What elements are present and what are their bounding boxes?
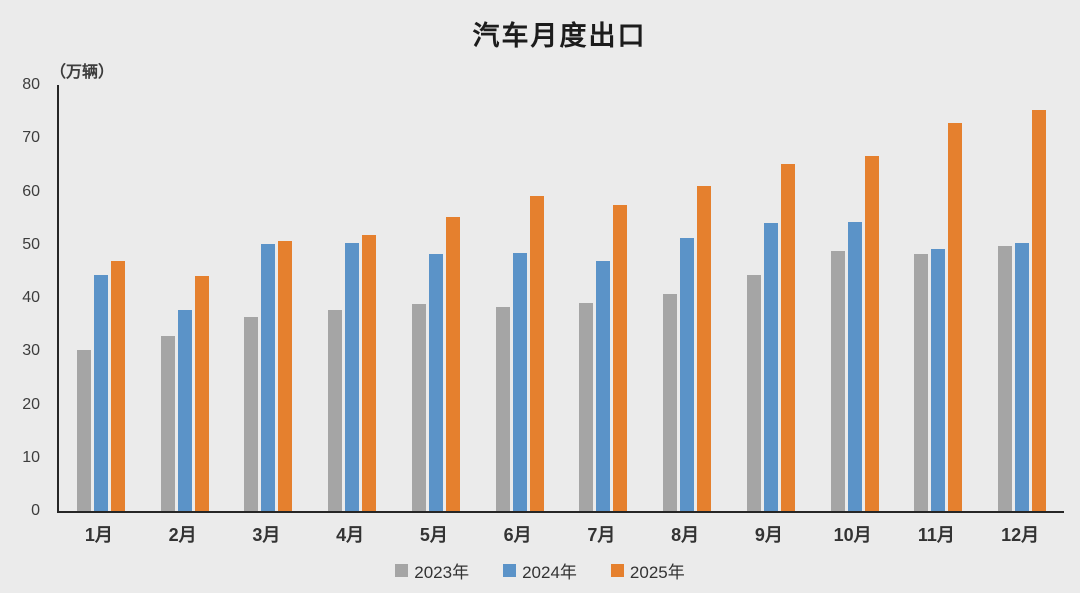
legend: 2023年 2024年 2025年 [0, 558, 1080, 583]
y-axis-unit-label: （万辆） [50, 64, 115, 81]
y-axis-tick-label: 60 [22, 182, 40, 200]
legend-label: 2025年 [629, 563, 685, 582]
bar-group-10月 [813, 85, 897, 511]
x-axis-label-3月: 3月 [252, 525, 281, 545]
bar-2025年-11月 [948, 122, 963, 511]
bar-2024年-10月 [847, 221, 862, 511]
bar-2024年-2月 [177, 310, 192, 511]
bar-2023年-1月 [76, 350, 91, 511]
bar-group-12月 [980, 85, 1064, 511]
x-axis-label-8月: 8月 [671, 525, 700, 545]
legend-label: 2023年 [414, 563, 470, 582]
x-axis-label-10月: 10月 [833, 525, 872, 545]
legend-item-2023年: 2023年 [395, 558, 469, 583]
bar-2023年-8月 [663, 293, 678, 511]
bar-2024年-8月 [680, 237, 695, 511]
bar-2025年-12月 [1032, 110, 1047, 511]
bar-2025年-6月 [529, 196, 544, 511]
bar-2025年-1月 [110, 260, 125, 511]
bar-2023年-5月 [411, 303, 426, 511]
bar-group-2月 [143, 85, 227, 511]
y-axis-tick-label: 0 [31, 502, 40, 519]
bar-2025年-8月 [697, 185, 712, 511]
bar-2025年-7月 [613, 205, 628, 511]
bar-2025年-5月 [445, 217, 460, 511]
x-axis-label-4月: 4月 [336, 525, 365, 545]
bar-2024年-9月 [763, 223, 778, 511]
bar-2023年-11月 [914, 254, 929, 511]
bar-2023年-7月 [579, 302, 594, 511]
x-axis-label-12月: 12月 [1001, 525, 1040, 545]
bar-group-7月 [562, 85, 646, 511]
bar-2024年-6月 [512, 252, 527, 511]
bar-2023年-9月 [746, 275, 761, 511]
plot-area [57, 85, 1064, 513]
legend-swatch-icon [610, 564, 624, 577]
legend-item-2025年: 2025年 [610, 558, 685, 583]
bar-2023年-6月 [495, 307, 510, 511]
y-axis-tick-label: 70 [22, 129, 40, 147]
bar-2024年-3月 [261, 243, 276, 511]
chart-title: 汽车月度出口 [472, 21, 647, 51]
y-axis-tick-labels: 0 10 20 30 40 50 60 70 80 [0, 76, 48, 519]
y-axis-tick-label: 80 [22, 76, 40, 93]
bar-2024年-5月 [428, 254, 443, 511]
bar-2025年-4月 [362, 235, 377, 511]
y-axis-tick-label: 20 [22, 395, 40, 413]
bar-2025年-10月 [864, 156, 879, 511]
bar-2023年-2月 [160, 335, 175, 511]
bar-group-8月 [645, 85, 729, 511]
bar-2024年-7月 [596, 261, 611, 511]
bar-2025年-3月 [278, 240, 293, 511]
x-axis-label-6月: 6月 [503, 525, 532, 545]
bar-group-5月 [394, 85, 478, 511]
bar-group-11月 [897, 85, 981, 511]
x-axis-label-1月: 1月 [84, 525, 113, 545]
legend-label: 2024年 [522, 563, 577, 582]
bar-group-4月 [310, 85, 394, 511]
bar-2023年-4月 [328, 310, 343, 511]
bar-2023年-12月 [998, 245, 1013, 511]
x-axis-label-5月: 5月 [419, 525, 448, 545]
x-axis-label-9月: 9月 [754, 525, 783, 545]
bar-group-3月 [227, 85, 311, 511]
bar-2025年-9月 [780, 164, 795, 511]
y-axis-tick-label: 10 [22, 448, 40, 466]
x-axis-label-11月: 11月 [917, 525, 955, 545]
bar-2023年-10月 [830, 251, 845, 511]
bar-2025年-2月 [194, 276, 209, 511]
bar-2024年-4月 [345, 242, 360, 511]
y-axis-tick-label: 30 [22, 342, 40, 360]
x-axis-label-7月: 7月 [587, 525, 616, 545]
bar-2024年-12月 [1015, 242, 1030, 511]
bar-2023年-3月 [244, 317, 259, 511]
x-axis-label-2月: 2月 [168, 525, 197, 545]
y-axis-tick-label: 40 [22, 289, 40, 306]
bar-group-6月 [478, 85, 562, 511]
legend-swatch-icon [503, 564, 517, 577]
bar-2024年-11月 [931, 249, 946, 511]
bar-group-1月 [59, 85, 143, 511]
x-axis-labels: 1月 2月 3月 4月 5月 6月 7月 8月 9月 10月 11月 12月 [57, 521, 1062, 547]
bar-group-9月 [729, 85, 813, 511]
legend-swatch-icon [395, 564, 409, 577]
y-axis-tick-label: 50 [22, 235, 40, 253]
legend-item-2024年: 2024年 [503, 558, 577, 583]
bar-2024年-1月 [93, 275, 108, 511]
